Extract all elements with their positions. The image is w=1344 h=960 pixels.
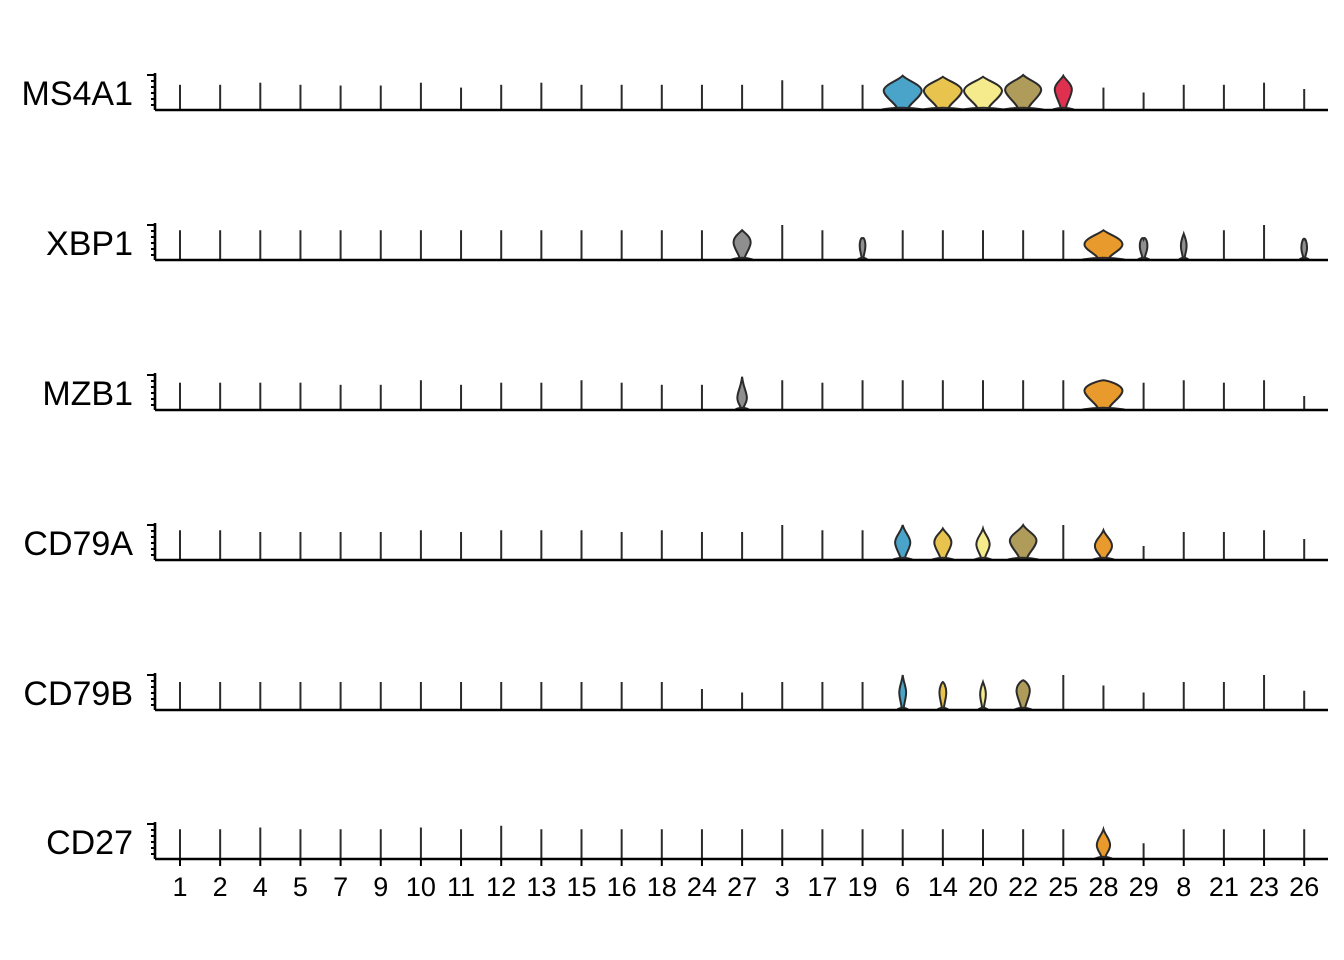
x-tick-label: 16 <box>607 872 637 902</box>
x-tick-label: 17 <box>807 872 837 902</box>
gene-label: CD79A <box>23 525 133 563</box>
x-tick-label: 20 <box>968 872 998 902</box>
x-tick-label: 22 <box>1008 872 1038 902</box>
gene-panel-cd79a: CD79A <box>23 523 1328 563</box>
violin-8 <box>1179 230 1188 260</box>
gene-label: CD27 <box>46 824 133 862</box>
x-tick-label: 25 <box>1048 872 1078 902</box>
violin-22 <box>1004 73 1043 110</box>
x-tick-label: 26 <box>1289 872 1319 902</box>
violin-20 <box>962 75 1004 110</box>
violin-29 <box>1138 236 1149 260</box>
x-tick-label: 14 <box>928 872 958 902</box>
x-tick-label: 19 <box>848 872 878 902</box>
x-tick-label: 29 <box>1129 872 1159 902</box>
violin-6 <box>894 524 912 560</box>
violin-26 <box>1300 237 1309 260</box>
x-tick-label: 13 <box>526 872 556 902</box>
x-tick-label: 6 <box>895 872 910 902</box>
x-tick-label: 8 <box>1176 872 1191 902</box>
x-tick-label: 11 <box>447 872 475 902</box>
violin-27 <box>736 376 748 410</box>
violin-22 <box>1008 523 1038 560</box>
x-tick-label: 9 <box>373 872 388 902</box>
violin-14 <box>938 680 948 710</box>
x-tick-label: 23 <box>1249 872 1279 902</box>
x-tick-label: 5 <box>293 872 308 902</box>
gene-label: XBP1 <box>46 225 133 263</box>
x-tick-label: 21 <box>1209 872 1239 902</box>
violin-14 <box>922 75 963 110</box>
violin-28 <box>1095 825 1112 859</box>
x-tick-label: 28 <box>1088 872 1118 902</box>
violin-19 <box>858 236 867 260</box>
violin-28 <box>1083 228 1124 260</box>
violin-28 <box>1083 379 1124 410</box>
violin-28 <box>1093 527 1114 560</box>
x-tick-label: 7 <box>333 872 348 902</box>
gene-panel-cd79b: CD79B <box>23 673 1328 713</box>
gene-panel-ms4a1: MS4A1 <box>22 73 1328 113</box>
violin-25 <box>1053 73 1073 110</box>
x-tick-label: 10 <box>406 872 436 902</box>
x-tick-label: 24 <box>687 872 717 902</box>
violin-14 <box>933 526 953 560</box>
x-tick-label: 15 <box>566 872 596 902</box>
violin-6 <box>882 74 923 110</box>
x-tick-label: 27 <box>727 872 757 902</box>
cluster-axis: 1 2 4 5 7 9 10 11 12 13 15 16 18 24 27 3 17 19 6 14 20 22 25 28… <box>172 859 1319 902</box>
violin-27 <box>732 228 752 260</box>
violin-20 <box>979 678 987 710</box>
x-tick-label: 12 <box>486 872 516 902</box>
gene-panel-mzb1: MZB1 <box>42 373 1328 413</box>
x-tick-label: 4 <box>253 872 268 902</box>
violin-20 <box>975 524 991 560</box>
gene-panel-cd27: CD27 <box>46 822 1328 862</box>
gene-label: MS4A1 <box>22 75 134 113</box>
x-tick-label: 3 <box>775 872 790 902</box>
gene-label: MZB1 <box>42 375 133 413</box>
x-tick-label: 1 <box>172 872 187 902</box>
x-tick-label: 18 <box>647 872 677 902</box>
gene-panels: MS4A1 XBP1 MZB1 CD79A CD79B CD27 <box>22 73 1328 862</box>
violin-6 <box>898 674 908 710</box>
violin-22 <box>1015 679 1031 710</box>
x-tick-label: 2 <box>213 872 228 902</box>
gene-label: CD79B <box>23 675 133 713</box>
gene-panel-xbp1: XBP1 <box>46 223 1328 263</box>
